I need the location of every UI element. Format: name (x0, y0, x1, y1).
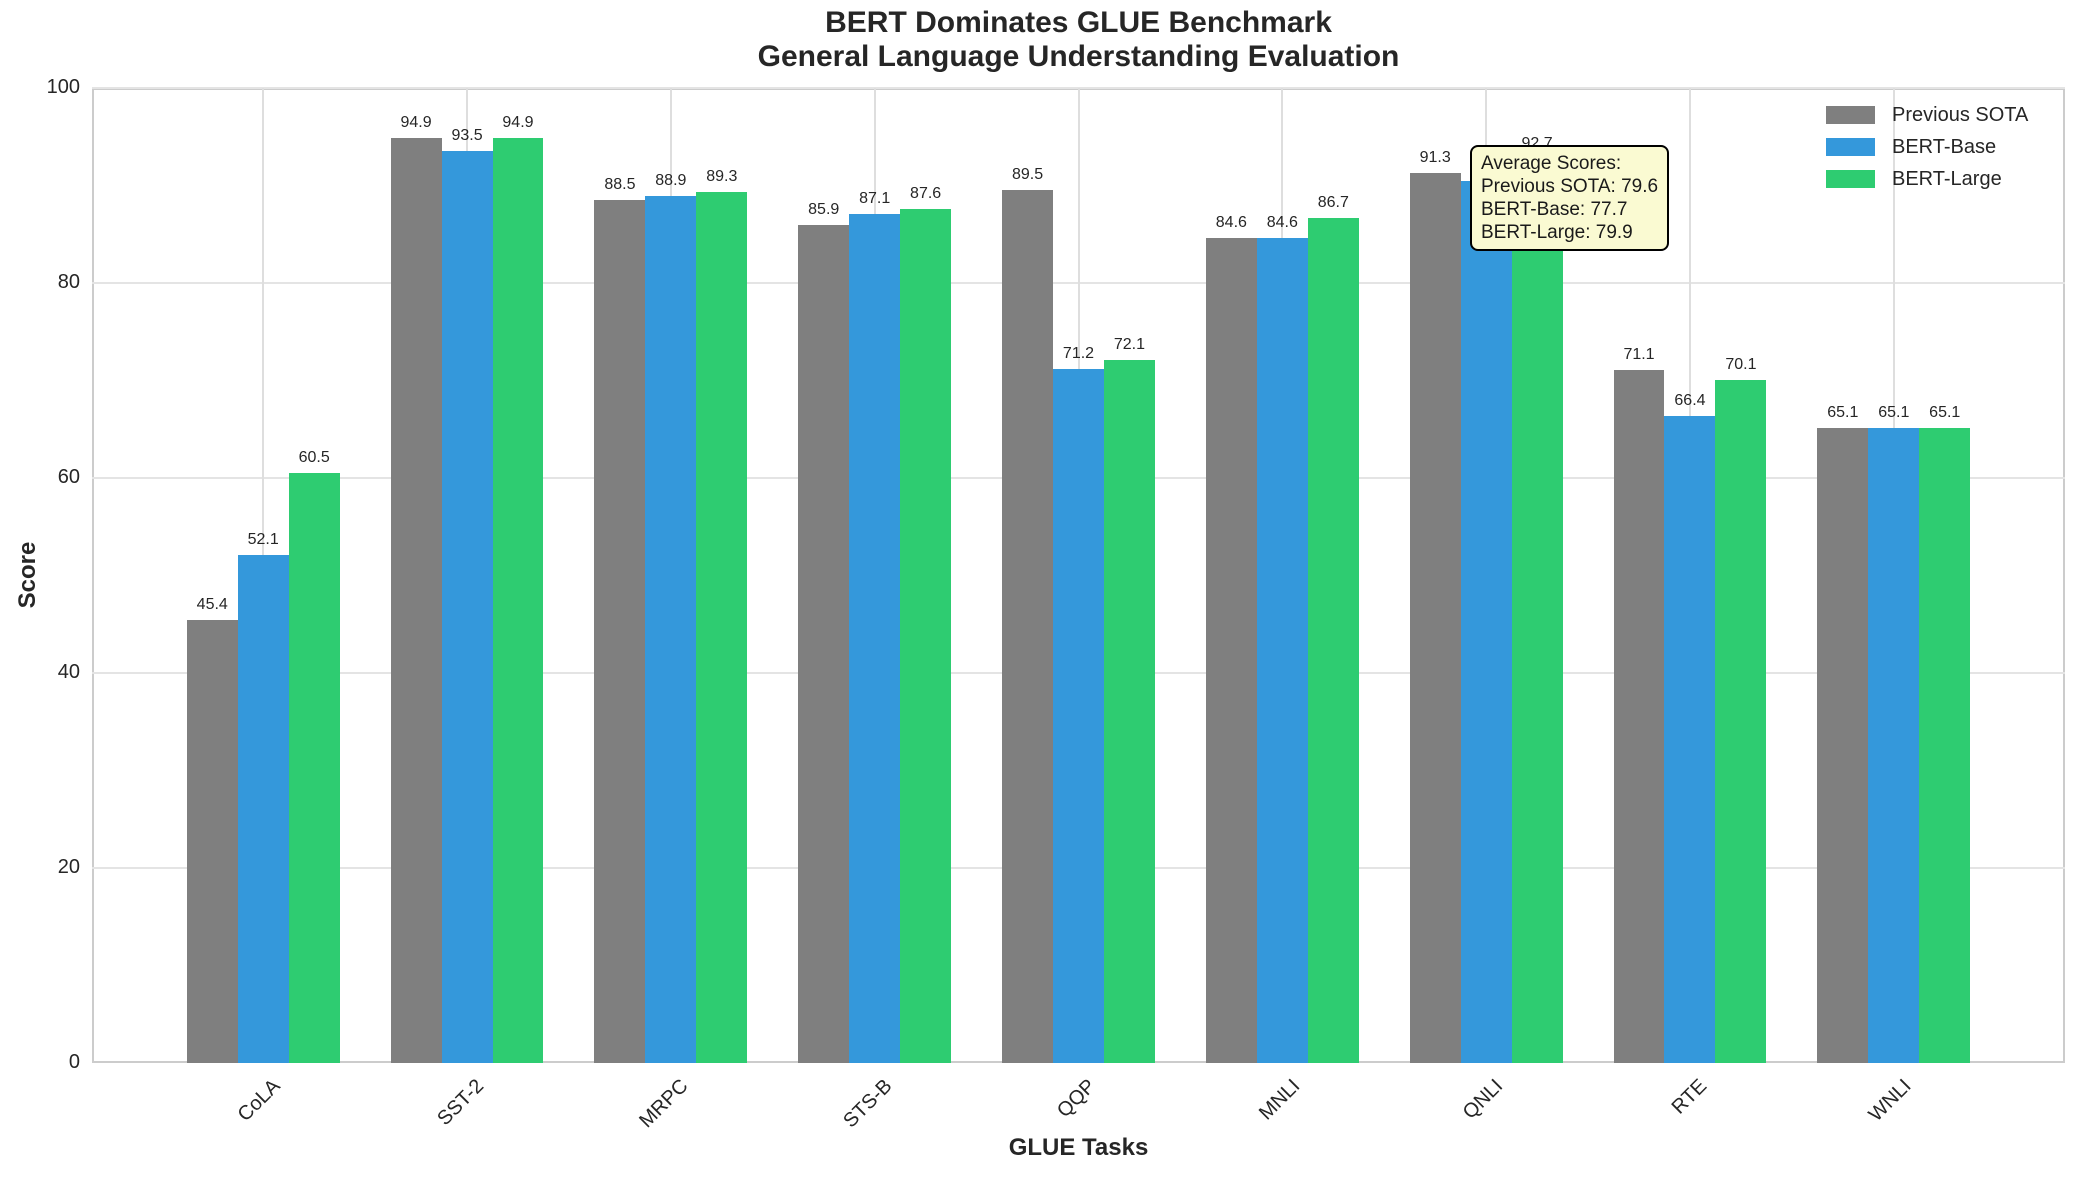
legend-item: Previous SOTA (1826, 99, 2028, 131)
x-tick-label: MNLI (1254, 1075, 1304, 1125)
x-tick-label: QQP (1053, 1075, 1101, 1122)
y-tick-label: 0 (68, 1051, 80, 1073)
bar-MNLI-Previous SOTA (1205, 238, 1257, 1063)
legend: Previous SOTA BERT-Base BERT-Large (1826, 99, 2028, 195)
bar-value-label: 65.1 (1827, 404, 1859, 422)
bar-value-label: 85.9 (808, 201, 840, 219)
chart-title: BERT Dominates GLUE Benchmark (825, 6, 1332, 39)
bar-SST-2-BERT-Large (492, 137, 544, 1063)
legend-swatch (1826, 170, 1875, 188)
bar-value-label: 52.1 (247, 531, 279, 549)
y-tick-label: 20 (57, 856, 80, 878)
annotation-line: Average Scores: (1481, 153, 1622, 174)
chart-title-block: BERT Dominates GLUE Benchmark General La… (92, 6, 2065, 74)
bar-value-label: 72.1 (1113, 336, 1146, 354)
bar-QNLI-BERT-Base (1460, 180, 1512, 1063)
bar-value-label: 71.2 (1062, 344, 1095, 362)
bar-value-label: 65.1 (1929, 404, 1961, 422)
legend-swatch (1826, 106, 1875, 124)
bar-value-label: 84.6 (1215, 214, 1247, 232)
y-tick-label: 40 (57, 661, 80, 683)
legend-label: Previous SOTA (1892, 103, 2029, 126)
bar-CoLA-BERT-Large (288, 473, 340, 1063)
bar-value-label: 65.1 (1878, 404, 1910, 422)
bar-value-label: 66.4 (1674, 391, 1706, 409)
annotation-line: BERT-Large: 79.9 (1481, 222, 1633, 243)
bar-STS-B-BERT-Base (849, 213, 901, 1063)
bar-QNLI-Previous SOTA (1409, 172, 1461, 1063)
bar-value-label: 71.1 (1623, 345, 1655, 363)
bar-value-label: 88.5 (604, 176, 636, 194)
bar-RTE-BERT-Large (1715, 379, 1767, 1063)
bar-SST-2-BERT-Base (441, 151, 493, 1063)
bar-WNLI-Previous SOTA (1817, 428, 1869, 1063)
y-tick-label: 60 (57, 466, 80, 488)
bar-value-label: 89.5 (1011, 166, 1044, 184)
bar-QQP-BERT-Base (1053, 368, 1104, 1063)
legend-swatch (1826, 138, 1875, 156)
bar-MRPC-BERT-Base (645, 196, 697, 1063)
annotation-box: Average Scores: Previous SOTA: 79.6 BERT-B… (1470, 145, 1670, 251)
x-tick-label: SST-2 (433, 1075, 489, 1130)
bar-value-label: 91.3 (1419, 148, 1451, 166)
bar-value-label: 94.9 (502, 113, 534, 131)
bar-QQP-Previous SOTA (1002, 190, 1054, 1063)
bar-value-label: 70.1 (1725, 355, 1757, 373)
annotation-line: Previous SOTA: 79.6 (1481, 176, 1659, 197)
x-tick-label: STS-B (839, 1075, 897, 1133)
bar-value-label: 45.4 (196, 596, 228, 614)
bar-MNLI-BERT-Base (1256, 238, 1308, 1063)
bar-value-label: 88.9 (655, 172, 687, 190)
y-tick-label: 100 (46, 76, 80, 98)
bar-value-label: 87.6 (910, 184, 942, 202)
bar-QNLI-BERT-Large (1511, 159, 1563, 1063)
x-axis-label: GLUE Tasks (1008, 1134, 1149, 1161)
legend-item: BERT-Base (1826, 131, 2028, 163)
bar-CoLA-BERT-Base (237, 555, 289, 1063)
bar-SST-2-Previous SOTA (390, 137, 442, 1063)
bar-value-label: 93.5 (451, 127, 483, 145)
y-axis-label: Score (14, 541, 41, 609)
bar-value-label: 84.6 (1266, 214, 1298, 232)
y-tick-label: 80 (57, 271, 80, 293)
chart-subtitle: General Language Understanding Evaluatio… (757, 40, 1400, 73)
bar-value-label: 60.5 (298, 449, 330, 467)
bar-QQP-BERT-Large (1103, 360, 1155, 1063)
x-tick-label: CoLA (233, 1075, 285, 1126)
bar-MRPC-Previous SOTA (594, 200, 646, 1063)
bar-STS-B-BERT-Large (900, 208, 952, 1063)
bar-RTE-Previous SOTA (1613, 369, 1665, 1063)
x-tick-label: RTE (1667, 1075, 1712, 1119)
bar-MRPC-BERT-Large (696, 192, 748, 1063)
legend-item: BERT-Large (1826, 163, 2028, 195)
x-tick-label: WNLI (1864, 1075, 1916, 1126)
x-tick-label: MRPC (635, 1075, 693, 1133)
bar-MNLI-BERT-Large (1307, 217, 1359, 1063)
bar-value-label: 94.9 (400, 113, 432, 131)
x-tick-label: QNLI (1459, 1075, 1508, 1124)
annotation-line: BERT-Base: 77.7 (1481, 199, 1628, 220)
legend-label: BERT-Large (1892, 167, 2002, 190)
bar-value-label: 87.1 (859, 189, 891, 207)
bar-value-label: 89.3 (706, 168, 738, 186)
bar-value-label: 86.7 (1317, 193, 1349, 211)
bar-CoLA-Previous SOTA (186, 620, 238, 1063)
legend-label: BERT-Base (1892, 135, 1997, 158)
bar-WNLI-BERT-Large (1919, 428, 1971, 1063)
bar-RTE-BERT-Base (1664, 415, 1716, 1063)
bar-WNLI-BERT-Base (1868, 428, 1920, 1063)
bar-STS-B-Previous SOTA (798, 225, 850, 1063)
